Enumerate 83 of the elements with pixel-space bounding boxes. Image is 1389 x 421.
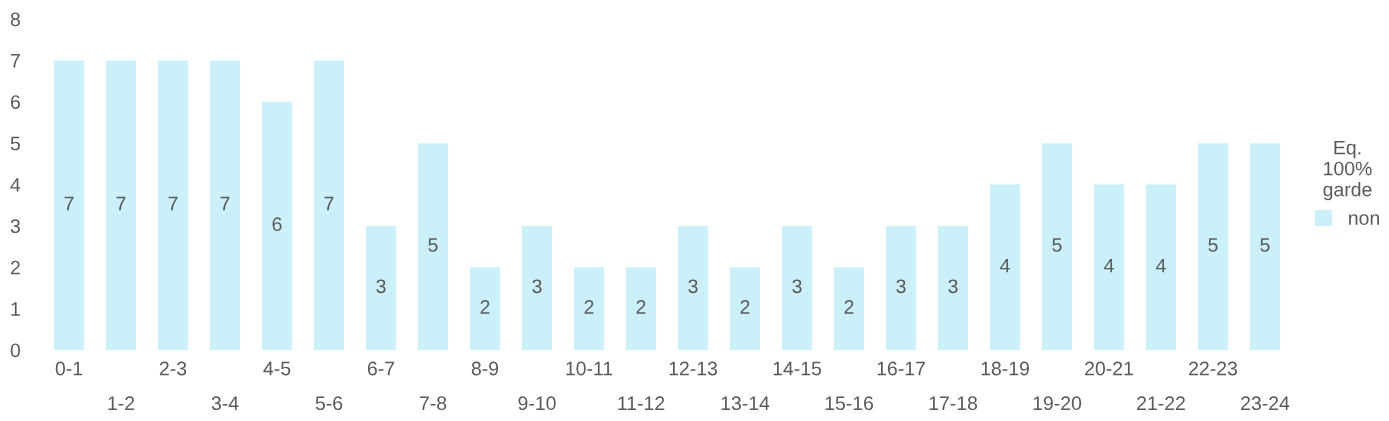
data-label: 4	[1104, 258, 1114, 273]
x-tick-label: 7-8	[419, 396, 447, 411]
x-tick-label: 21-22	[1137, 396, 1185, 410]
data-label: 5	[1208, 238, 1218, 252]
bar	[365, 225, 397, 350]
data-label: 5	[428, 238, 438, 252]
bar	[677, 225, 709, 350]
bar	[1197, 143, 1229, 350]
bar	[209, 60, 241, 350]
x-tick-label: 17-18	[929, 396, 978, 411]
x-tick-label: 0-1	[55, 361, 83, 376]
data-label: 6	[272, 217, 282, 232]
bar	[521, 225, 553, 350]
bar	[1249, 143, 1281, 350]
data-label: 2	[844, 300, 854, 314]
x-tick-label: 4-5	[263, 361, 291, 376]
data-label: 7	[64, 196, 74, 211]
x-tick-label: 22-23	[1189, 361, 1238, 376]
x-tick-label: 16-17	[877, 361, 925, 376]
bar	[313, 60, 345, 350]
bar	[105, 60, 137, 350]
data-label: 3	[896, 279, 906, 294]
bar	[989, 184, 1021, 350]
y-tick-label: 5	[10, 136, 20, 151]
data-label: 7	[324, 196, 334, 211]
bar	[261, 101, 293, 350]
data-label: 3	[792, 279, 802, 294]
y-tick-label: 1	[11, 302, 20, 316]
x-tick-label: 11-12	[618, 396, 665, 410]
bar	[781, 225, 813, 350]
data-label: 5	[1260, 238, 1270, 252]
data-label: 3	[532, 279, 542, 294]
data-label: 5	[1052, 238, 1062, 252]
data-label: 3	[948, 279, 958, 294]
x-tick-label: 13-14	[721, 396, 770, 411]
bar	[1041, 143, 1073, 350]
bar	[573, 267, 605, 350]
y-tick-label: 0	[10, 343, 21, 358]
x-tick-label: 10-11	[566, 361, 613, 376]
data-label: 2	[584, 300, 594, 314]
data-label: 7	[116, 196, 126, 211]
x-tick-label: 9-10	[518, 396, 556, 411]
x-tick-label: 20-21	[1085, 361, 1133, 376]
y-tick-label: 6	[10, 95, 20, 109]
bar	[833, 267, 865, 350]
data-label: 3	[376, 279, 386, 294]
bar	[469, 267, 501, 350]
y-tick-label: 7	[10, 54, 20, 68]
legend-title: Eq. 100% garde	[1323, 140, 1372, 201]
bar	[729, 267, 761, 350]
data-label: 3	[688, 279, 698, 294]
x-tick-label: 3-4	[211, 396, 239, 411]
x-tick-label: 19-20	[1033, 396, 1082, 411]
x-tick-label: 1-2	[108, 396, 135, 410]
bar	[417, 143, 449, 350]
bar	[1145, 184, 1177, 350]
bar	[53, 60, 85, 350]
data-label: 4	[1156, 258, 1166, 273]
bar	[1093, 184, 1125, 350]
x-tick-label: 12-13	[669, 361, 718, 376]
y-tick-label: 4	[10, 178, 21, 192]
x-tick-label: 6-7	[367, 361, 395, 376]
x-tick-label: 14-15	[773, 361, 822, 376]
x-tick-label: 5-6	[315, 396, 343, 411]
y-tick-label: 3	[10, 219, 20, 234]
data-label: 2	[636, 300, 646, 314]
data-label: 4	[1000, 258, 1010, 273]
x-tick-label: 18-19	[981, 361, 1029, 376]
x-tick-label: 15-16	[825, 396, 874, 411]
x-tick-label: 2-3	[159, 361, 187, 376]
bar	[625, 267, 657, 350]
data-label: 2	[480, 300, 490, 314]
y-tick-label: 8	[10, 12, 20, 27]
bar	[885, 225, 917, 350]
legend-label: non	[1349, 214, 1379, 225]
bar	[157, 60, 189, 350]
data-label: 2	[740, 300, 750, 314]
data-label: 7	[220, 196, 230, 211]
x-tick-label: 23-24	[1241, 396, 1290, 411]
x-tick-label: 8-9	[471, 361, 499, 376]
data-label: 7	[168, 196, 178, 211]
bar	[937, 225, 969, 350]
y-tick-label: 2	[10, 260, 20, 275]
